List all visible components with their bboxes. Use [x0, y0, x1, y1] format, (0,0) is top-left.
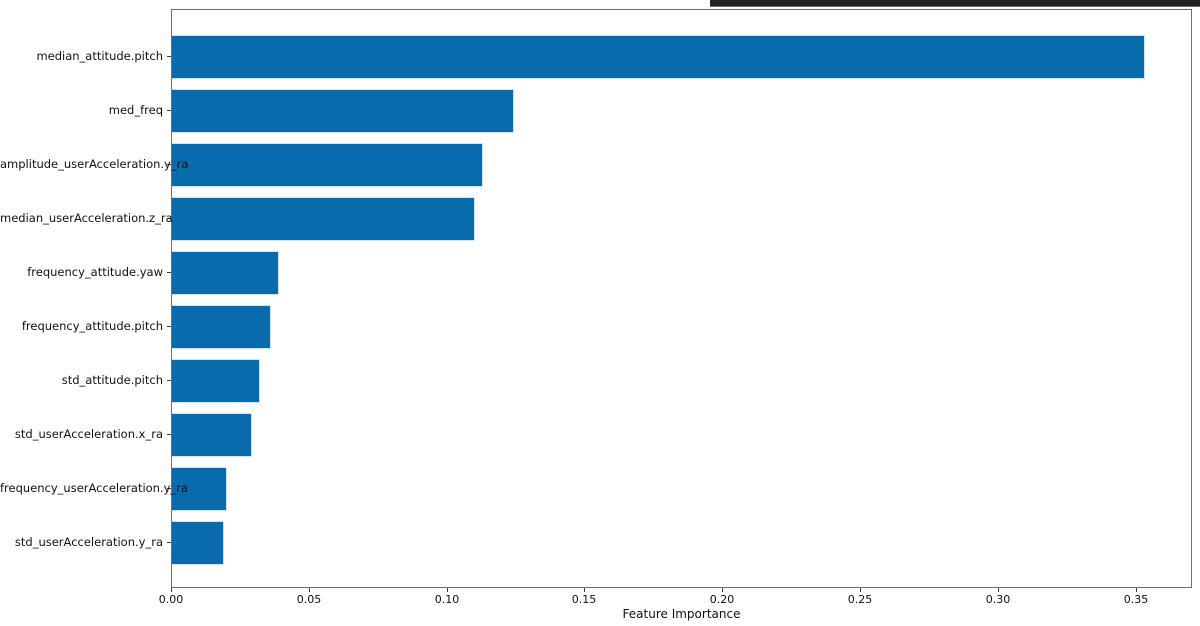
x-tick-label: 0.35	[1123, 593, 1149, 606]
bar-med_freq	[172, 89, 514, 133]
y-tick-mark	[167, 110, 171, 111]
bar-median_attitude.pitch	[172, 35, 1145, 79]
bar-median_userAcceleration.z_ra	[172, 197, 475, 241]
x-tick-mark	[860, 588, 861, 592]
y-tick-label: frequency_attitude.yaw	[27, 265, 163, 279]
x-tick-mark	[722, 588, 723, 592]
x-tick-label: 0.15	[571, 593, 597, 606]
x-tick-label: 0.00	[158, 593, 184, 606]
x-tick-mark	[998, 588, 999, 592]
y-tick-mark	[167, 326, 171, 327]
x-tick-label: 0.25	[847, 593, 873, 606]
y-tick-label: median_userAcceleration.z_ra	[0, 211, 173, 225]
x-tick-mark	[584, 588, 585, 592]
x-tick-mark	[171, 588, 172, 592]
y-tick-label: frequency_attitude.pitch	[21, 319, 163, 333]
x-axis-title: Feature Importance	[622, 607, 741, 621]
x-tick-label: 0.05	[296, 593, 322, 606]
y-tick-label: frequency_userAcceleration.y_ra	[0, 481, 188, 495]
x-tick-mark	[1136, 588, 1137, 592]
bar-std_userAcceleration.y_ra	[172, 521, 224, 565]
y-tick-mark	[167, 434, 171, 435]
y-tick-label: amplitude_userAcceleration.y_ra	[0, 157, 189, 171]
bar-amplitude_userAcceleration.y_ra	[172, 143, 483, 187]
y-tick-label: std_userAcceleration.x_ra	[14, 427, 163, 441]
x-tick-label: 0.20	[709, 593, 735, 606]
y-tick-mark	[167, 488, 171, 489]
y-tick-label: std_userAcceleration.y_ra	[14, 535, 163, 549]
x-tick-mark	[309, 588, 310, 592]
y-tick-mark	[167, 272, 171, 273]
bar-frequency_userAcceleration.y_ra	[172, 467, 227, 511]
x-tick-label: 0.30	[985, 593, 1011, 606]
bar-frequency_attitude.pitch	[172, 305, 271, 349]
window-edge-artifact	[710, 0, 1200, 7]
y-tick-label: std_attitude.pitch	[61, 373, 163, 387]
bar-std_userAcceleration.x_ra	[172, 413, 252, 457]
y-tick-mark	[167, 380, 171, 381]
y-tick-mark	[167, 56, 171, 57]
y-tick-mark	[167, 542, 171, 543]
y-tick-mark	[167, 164, 171, 165]
y-tick-mark	[167, 218, 171, 219]
y-tick-label: median_attitude.pitch	[36, 49, 163, 63]
x-tick-mark	[447, 588, 448, 592]
y-tick-label: med_freq	[108, 103, 163, 117]
bar-std_attitude.pitch	[172, 359, 260, 403]
bar-frequency_attitude.yaw	[172, 251, 279, 295]
plot-area	[171, 9, 1192, 588]
x-tick-label: 0.10	[434, 593, 460, 606]
